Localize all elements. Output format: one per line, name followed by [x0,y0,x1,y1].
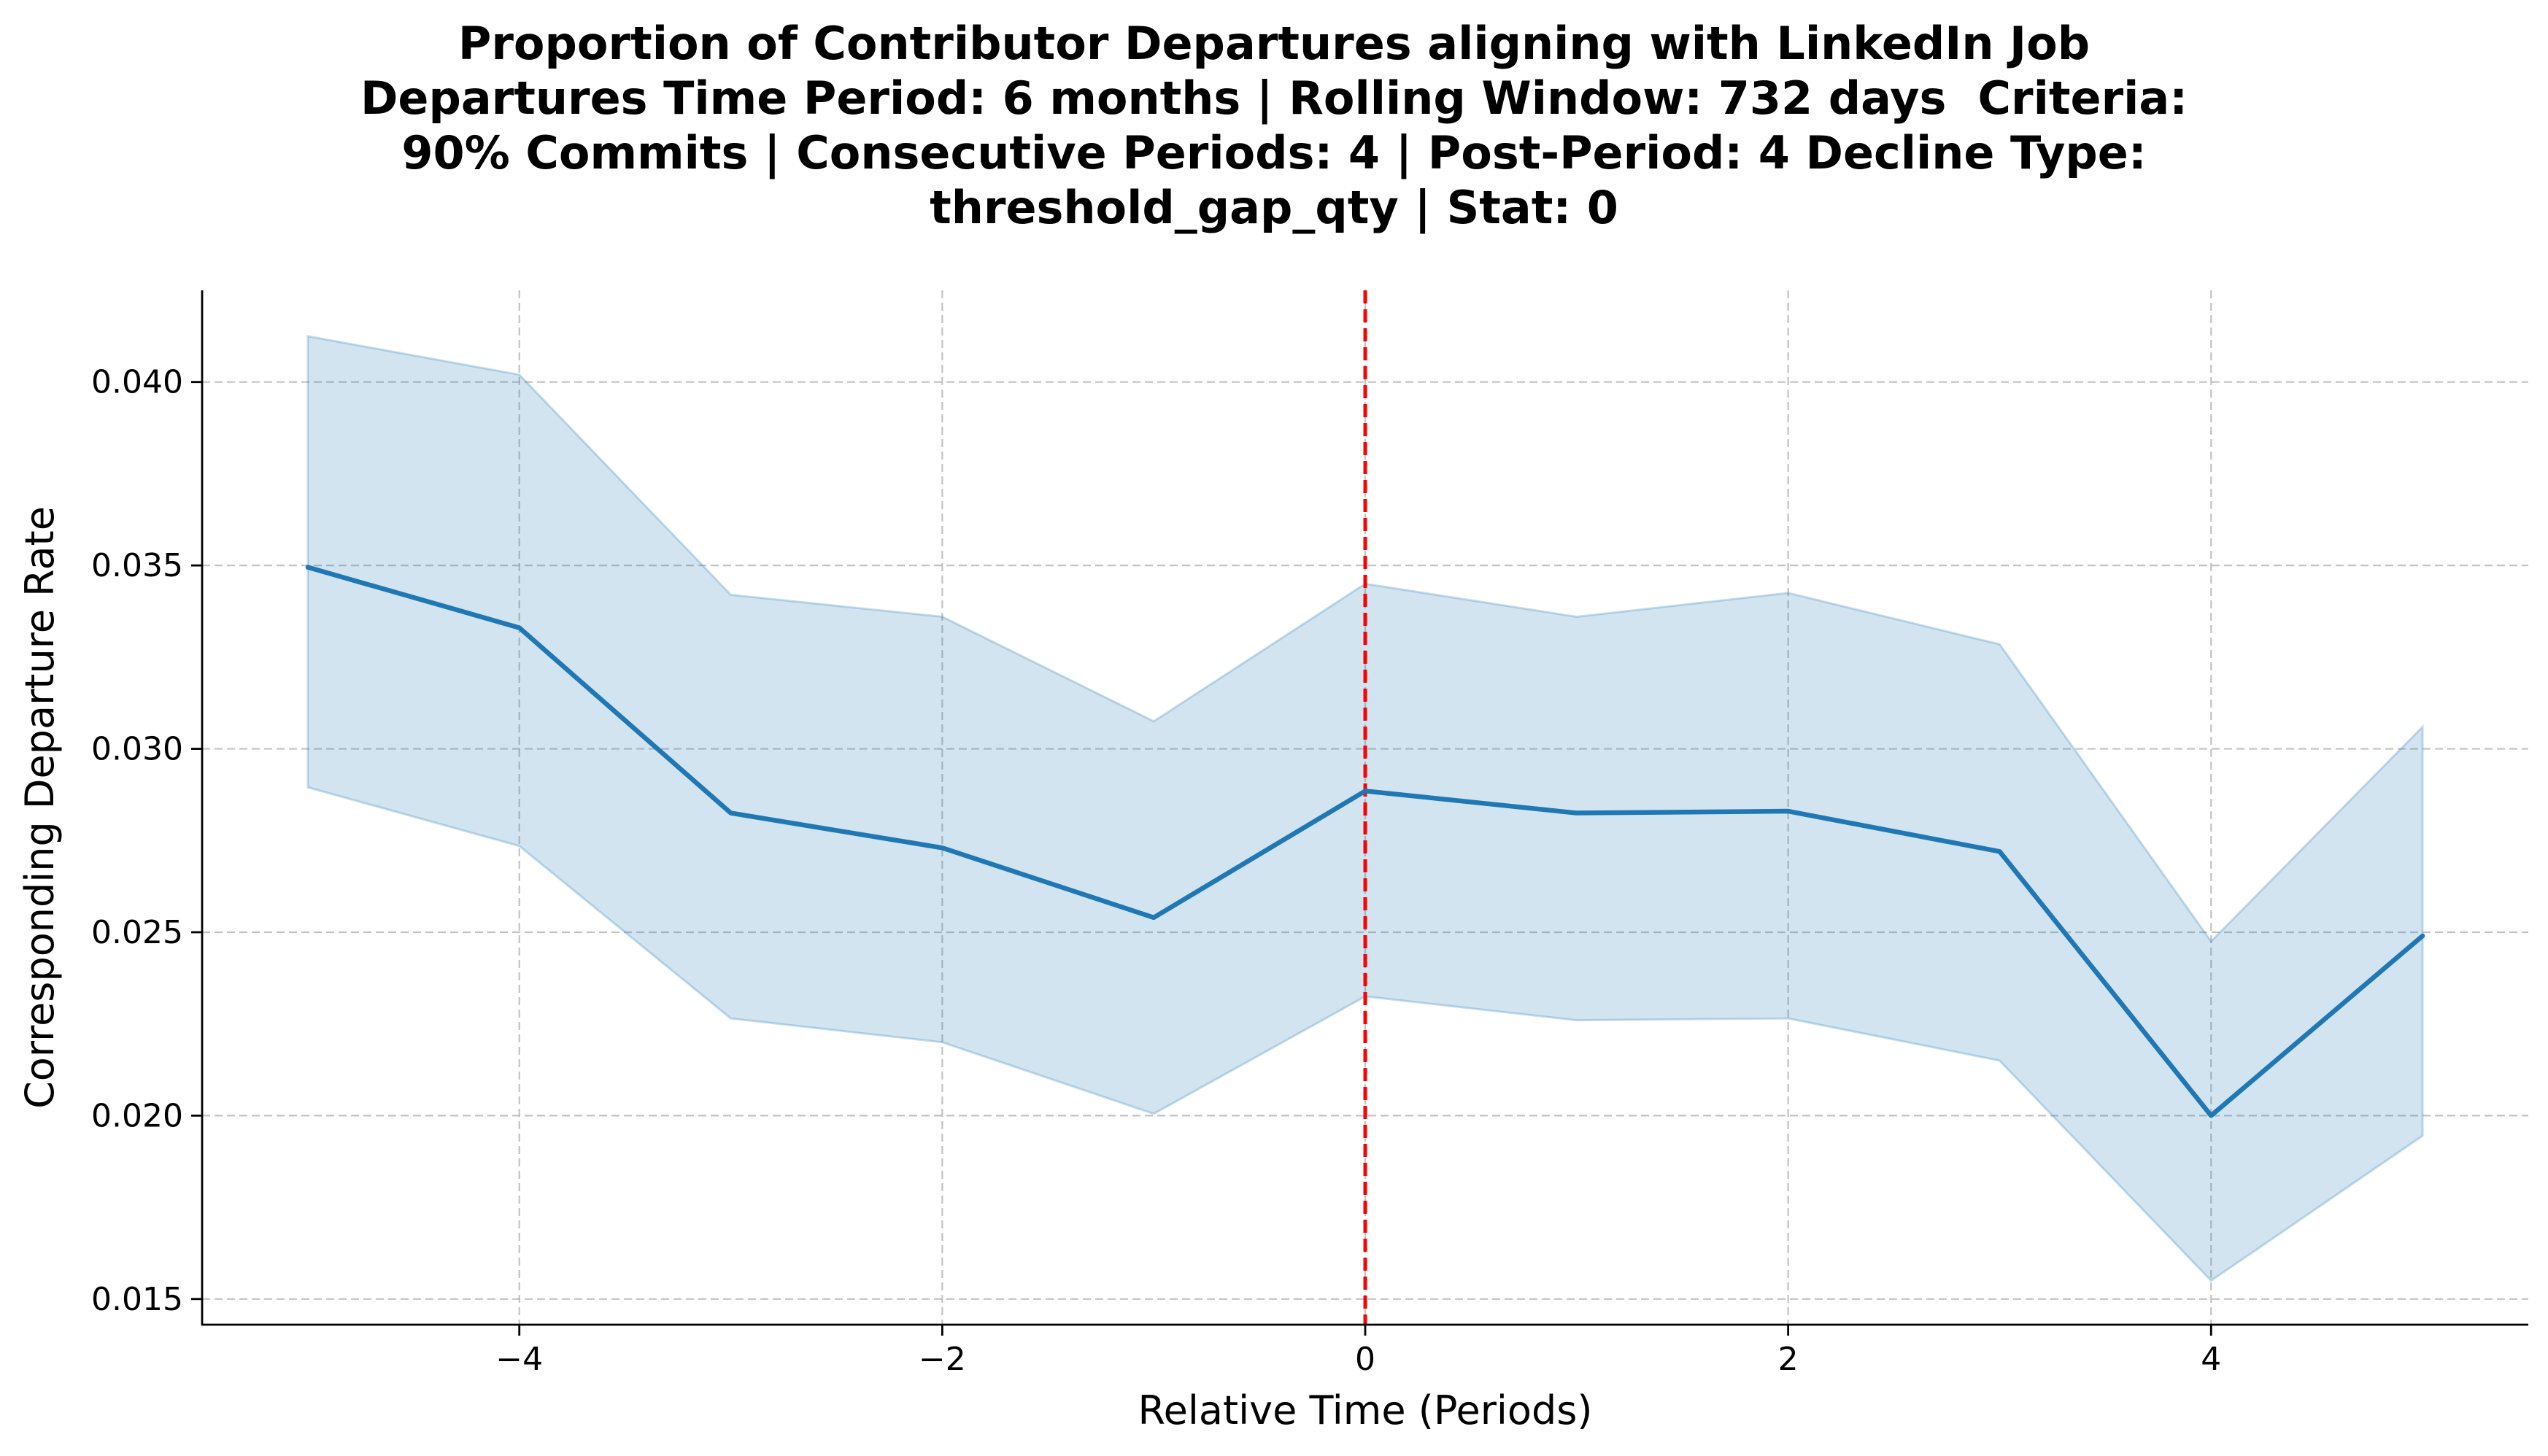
x-tick-label-3: 2 [1778,1341,1799,1378]
chart-title-line-1: Proportion of Contributor Departures ali… [458,17,2090,70]
tick-labels: −4 −2 0 2 4 0.015 0.020 0.025 0.030 0.035 0.040 [91,364,2221,1378]
x-tick-label-2: 0 [1355,1341,1375,1378]
series-line-layer [305,565,2425,1118]
chart-title-line-4: threshold_gap_qty | Stat: 0 [930,181,1618,234]
x-tick-label-1: −2 [919,1341,966,1378]
y-tick-label-2: 0.025 [91,914,183,951]
x-axis-label: Relative Time (Periods) [1138,1387,1593,1433]
x-tick-label-0: −4 [495,1341,543,1378]
chart-title-line-2: Departures Time Period: 6 months | Rolli… [360,71,2188,125]
y-tick-label-3: 0.030 [91,731,183,768]
chart-title-line-3: 90% Commits | Consecutive Periods: 4 | P… [401,126,2147,179]
series-line-0 [305,565,2425,1118]
axes [191,290,2528,1336]
chart-title: Proportion of Contributor Departures ali… [0,16,2548,235]
x-tick-label-4: 4 [2201,1341,2221,1378]
y-tick-label-5: 0.040 [91,364,183,401]
y-tick-label-0: 0.015 [91,1281,183,1318]
y-tick-label-1: 0.020 [91,1097,183,1134]
y-axis-label: Corresponding Departure Rate [17,506,63,1109]
y-tick-label-4: 0.035 [91,547,183,584]
